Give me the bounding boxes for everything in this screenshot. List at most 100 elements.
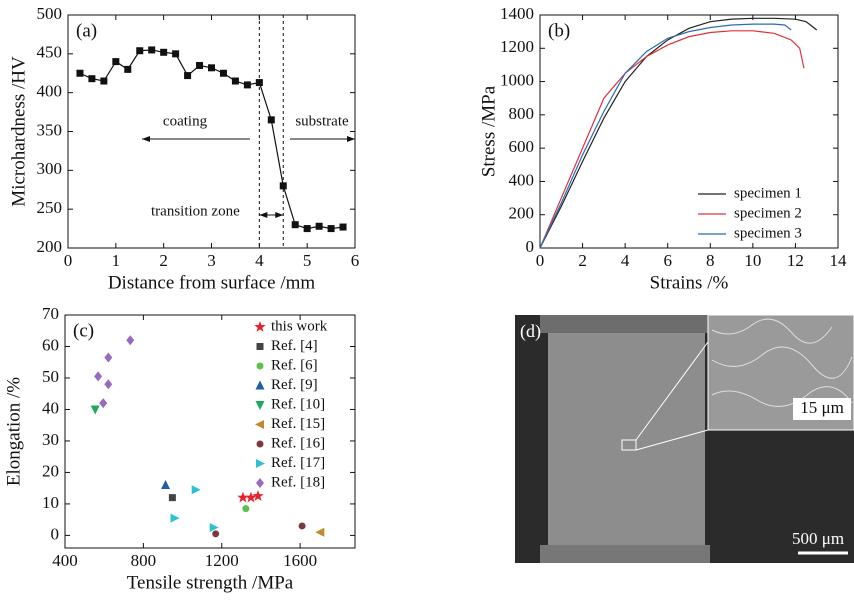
specimen <box>548 330 705 555</box>
marker <box>208 64 215 72</box>
y-axis-title: Elongation /% <box>3 377 24 486</box>
x-tick-label: 0 <box>536 251 545 270</box>
y-tick-label: 600 <box>509 137 535 156</box>
legend-marker <box>256 478 264 488</box>
y-tick-label: 40 <box>42 398 59 417</box>
marker <box>168 494 176 502</box>
marker <box>94 371 103 382</box>
x-tick-label: 4 <box>621 251 630 270</box>
line <box>539 30 805 249</box>
marker <box>212 530 220 538</box>
legend-marker <box>255 380 265 390</box>
marker <box>303 225 311 233</box>
marker <box>327 225 335 233</box>
x-tick-label: 400 <box>52 551 78 570</box>
specimen-bottom <box>540 545 710 563</box>
marker <box>291 221 299 229</box>
x-axis-title: Strains /% <box>650 272 729 293</box>
panel-label: (b) <box>548 20 570 41</box>
marker <box>242 505 250 513</box>
line <box>539 17 818 249</box>
marker <box>298 522 306 530</box>
y-tick-label: 300 <box>37 159 63 178</box>
marker <box>124 65 132 73</box>
legend-label: Ref. [4] <box>271 338 318 354</box>
inset-scale-bg <box>793 398 851 420</box>
panel-label: (d) <box>520 321 541 342</box>
specimen-top <box>540 315 710 333</box>
y-tick-label: 450 <box>37 43 63 62</box>
line <box>539 23 792 249</box>
legend-label: specimen 2 <box>734 205 802 221</box>
inset-scale: 15 μm <box>800 398 844 417</box>
marker <box>100 77 108 85</box>
x-tick-label: 1200 <box>205 551 239 570</box>
marker <box>148 46 156 54</box>
marker <box>267 116 275 124</box>
x-tick-label: 14 <box>830 251 848 270</box>
marker <box>76 69 84 77</box>
marker <box>170 513 180 523</box>
y-tick-label: 0 <box>526 237 535 256</box>
legend-marker <box>255 420 264 429</box>
marker <box>237 491 249 503</box>
marker <box>243 81 251 89</box>
marker <box>161 480 171 490</box>
legend-label: Ref. [15] <box>271 416 325 432</box>
y-tick-label: 30 <box>42 430 59 449</box>
legend-label: specimen 1 <box>734 185 802 201</box>
x-tick-label: 0 <box>64 251 73 270</box>
legend-label: Ref. [9] <box>271 377 318 393</box>
marker <box>245 491 257 503</box>
marker <box>112 58 120 66</box>
y-tick-label: 10 <box>42 493 59 512</box>
y-axis-title: Stress /MPa <box>478 85 499 177</box>
y-tick-label: 400 <box>37 82 63 101</box>
zoom-line <box>635 341 709 441</box>
marker <box>104 352 113 363</box>
marker <box>196 61 204 69</box>
arrow-head <box>259 212 268 218</box>
x-tick-label: 8 <box>706 251 715 270</box>
x-tick-label: 12 <box>787 251 804 270</box>
legend-label: Ref. [10] <box>271 396 325 412</box>
y-tick-label: 1000 <box>500 70 534 89</box>
legend-marker <box>254 321 266 332</box>
marker <box>160 48 168 56</box>
legend-marker <box>256 440 264 448</box>
x-tick-label: 6 <box>663 251 672 270</box>
y-tick-label: 350 <box>37 120 63 139</box>
marker <box>315 527 325 537</box>
y-tick-label: 70 <box>42 304 59 323</box>
marker <box>252 490 264 501</box>
marker <box>184 72 192 80</box>
marker <box>104 379 113 390</box>
x-axis-title: Tensile strength /MPa <box>127 572 294 593</box>
legend-label: Ref. [18] <box>271 474 325 490</box>
y-tick-label: 250 <box>37 198 63 217</box>
legend-marker <box>256 362 264 370</box>
y-tick-label: 200 <box>509 204 535 223</box>
plot-frame <box>64 314 356 549</box>
arrow-head <box>275 212 284 218</box>
marker <box>88 75 96 83</box>
legend-label: this work <box>271 318 328 334</box>
marker <box>191 485 201 495</box>
marker <box>255 79 263 87</box>
y-tick-label: 200 <box>37 237 63 256</box>
panel-label: (a) <box>76 20 97 41</box>
marker <box>231 77 239 85</box>
x-tick-label: 1 <box>112 251 121 270</box>
marker <box>209 523 219 533</box>
x-tick-label: 5 <box>303 251 312 270</box>
y-axis-title: Microhardness /HV <box>8 56 29 207</box>
x-tick-label: 800 <box>131 551 157 570</box>
legend-marker <box>256 343 264 350</box>
arrow-head <box>142 136 150 142</box>
x-tick-label: 2 <box>159 251 168 270</box>
marker <box>126 335 135 346</box>
marker <box>219 69 227 77</box>
legend-label: Ref. [17] <box>271 455 325 471</box>
x-tick-label: 10 <box>744 251 761 270</box>
